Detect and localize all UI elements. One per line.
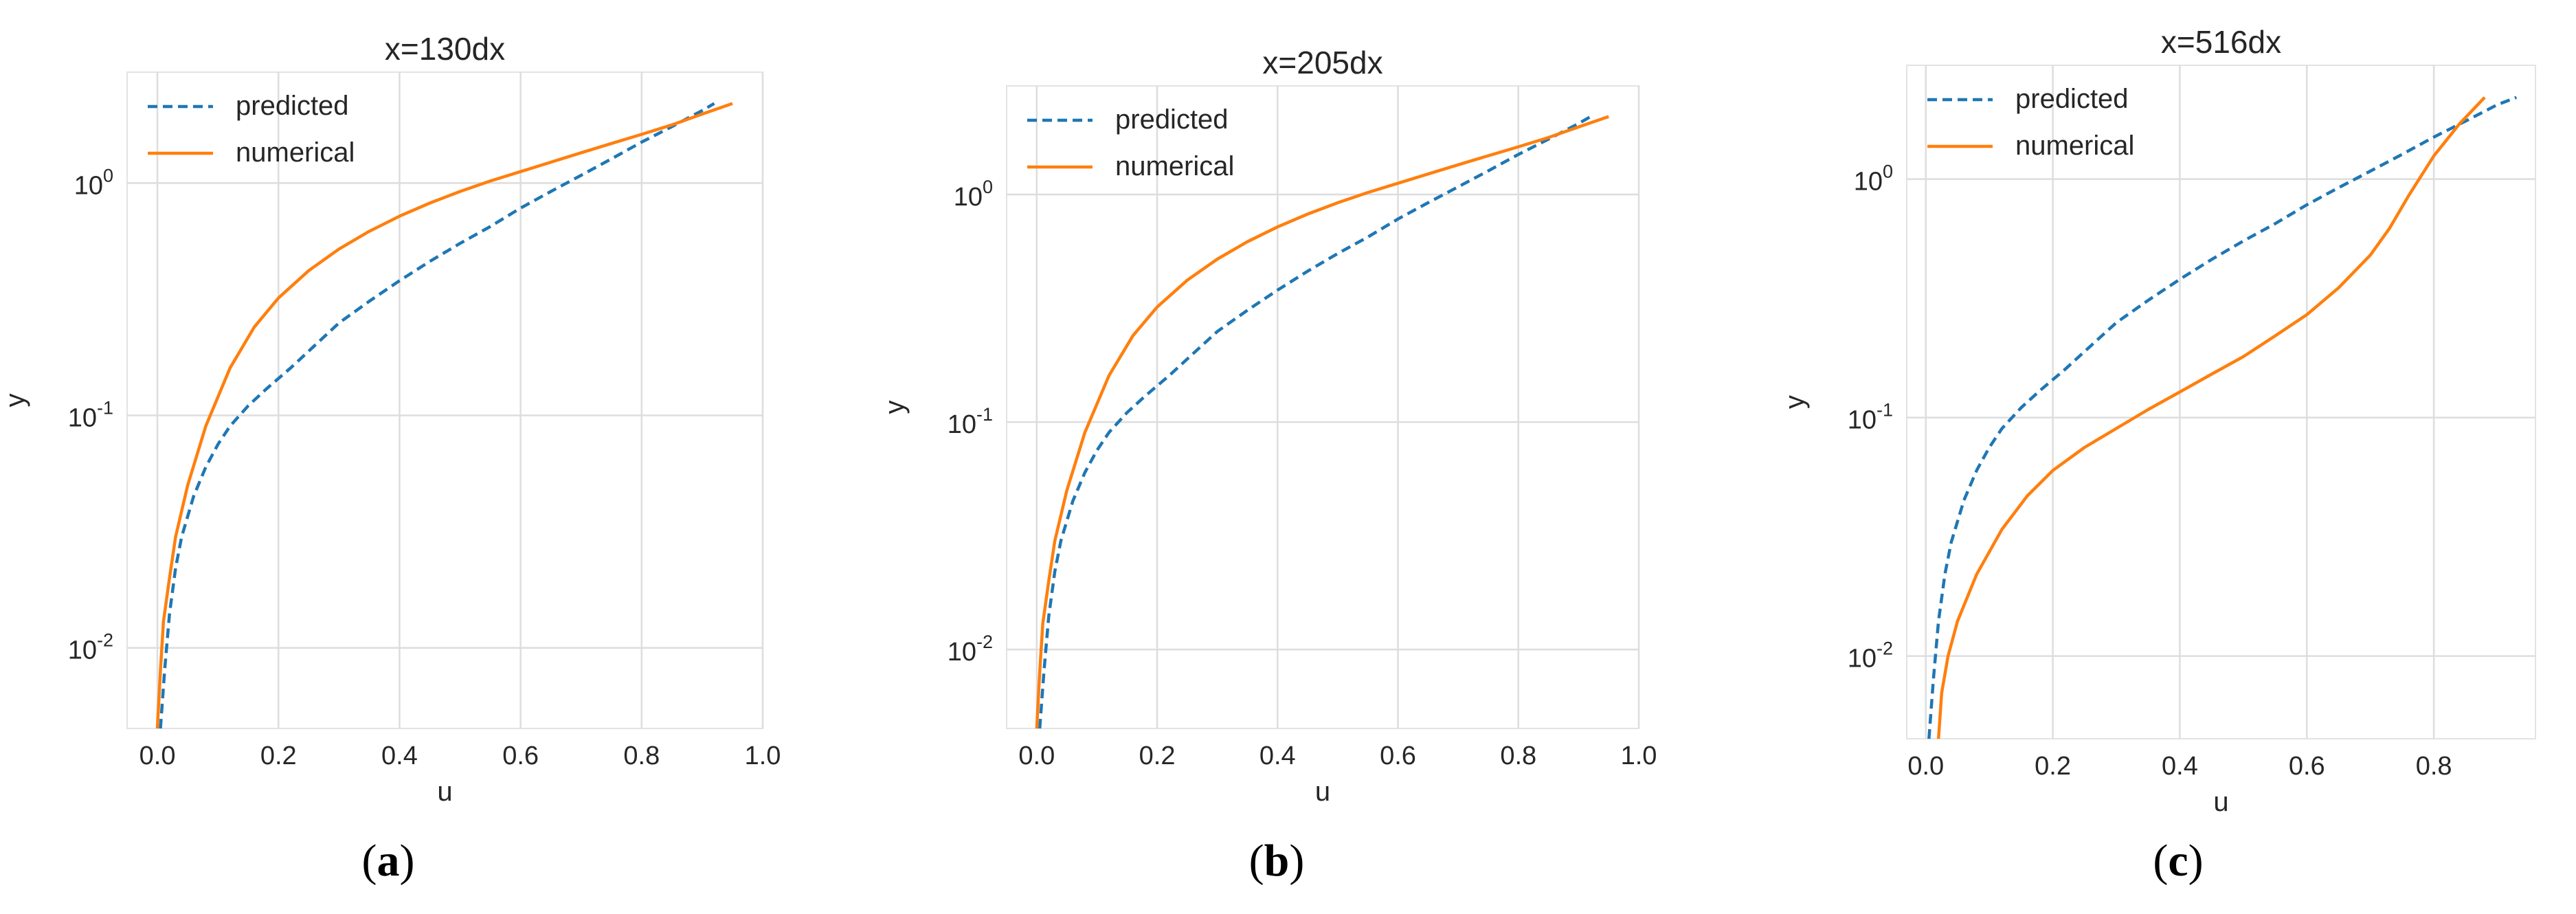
y-axis-label: y xyxy=(880,401,910,414)
x-tick-label: 0.0 xyxy=(1907,752,1944,781)
panel-label-a: (a) xyxy=(361,836,415,886)
series-line-numerical xyxy=(1936,96,2486,739)
x-tick-label: 0.8 xyxy=(1500,742,1536,770)
legend-label-numerical: numerical xyxy=(2015,131,2134,161)
x-axis-label: u xyxy=(2213,787,2228,817)
series-line-numerical xyxy=(155,102,733,729)
x-tick-label: 0.0 xyxy=(139,742,176,770)
y-tick-label: 10-2 xyxy=(1848,638,1893,673)
plot-area xyxy=(126,71,763,729)
x-tick-label: 1.0 xyxy=(1621,742,1657,770)
x-tick-label: 0.6 xyxy=(1380,742,1416,770)
y-tick-label: 10-1 xyxy=(948,404,993,439)
x-axis-label: u xyxy=(437,777,452,807)
y-tick-label: 100 xyxy=(954,177,993,212)
series-line-predicted xyxy=(1927,96,2518,739)
y-tick-label: 100 xyxy=(74,165,113,200)
x-tick-label: 0.6 xyxy=(502,742,539,770)
y-tick-label: 10-1 xyxy=(68,398,113,433)
legend-label-numerical: numerical xyxy=(1115,151,1234,181)
x-tick-label: 0.2 xyxy=(1139,742,1176,770)
legend-label-predicted: predicted xyxy=(2015,84,2129,114)
chart-title: x=130dx xyxy=(385,31,505,67)
panel-label-b: (b) xyxy=(1248,836,1305,886)
x-tick-label: 1.0 xyxy=(745,742,781,770)
plot-area xyxy=(1006,85,1639,729)
chart-panel-1: 0.0 0.2 0.4 0.6 0.8 1.0 10-2 10-1 100 x=205dx u y pr… xyxy=(880,45,1657,807)
x-tick-label: 0.2 xyxy=(2035,752,2071,781)
panel-label-c: (c) xyxy=(2153,836,2204,886)
x-tick-label: 0.4 xyxy=(1259,742,1296,770)
y-tick-label: 100 xyxy=(1854,161,1893,197)
legend-label-numerical: numerical xyxy=(236,137,355,168)
series-line-predicted xyxy=(159,102,715,729)
x-tick-label: 0.8 xyxy=(623,742,660,770)
x-tick-label: 0.4 xyxy=(381,742,418,770)
legend-label-predicted: predicted xyxy=(1115,104,1229,135)
series-line-predicted xyxy=(1038,115,1592,729)
y-tick-label: 10-1 xyxy=(1848,400,1893,435)
legend-label-predicted: predicted xyxy=(236,91,349,121)
y-axis-label: y xyxy=(1780,395,1810,409)
x-axis-label: u xyxy=(1315,777,1330,807)
x-tick-label: 0.4 xyxy=(2162,752,2198,781)
chart-title: x=205dx xyxy=(1262,45,1382,80)
y-tick-label: 10-2 xyxy=(68,630,113,665)
x-tick-label: 0.2 xyxy=(260,742,297,770)
chart-panel-2: 0.0 0.2 0.4 0.6 0.8 10-2 10-1 100 x=516dx u y predi… xyxy=(1780,24,2536,817)
y-axis-label: y xyxy=(0,394,30,408)
x-tick-label: 0.6 xyxy=(2289,752,2325,781)
series-line-numerical xyxy=(1035,115,1609,729)
x-tick-label: 0.8 xyxy=(2416,752,2452,781)
y-tick-label: 10-2 xyxy=(948,632,993,667)
chart-title: x=516dx xyxy=(2161,24,2281,60)
chart-panel-0: 0.0 0.2 0.4 0.6 0.8 1.0 10-2 10-1 100 x=130dx u y pr… xyxy=(0,31,781,807)
plot-area xyxy=(1906,65,2536,739)
x-tick-label: 0.0 xyxy=(1018,742,1055,770)
